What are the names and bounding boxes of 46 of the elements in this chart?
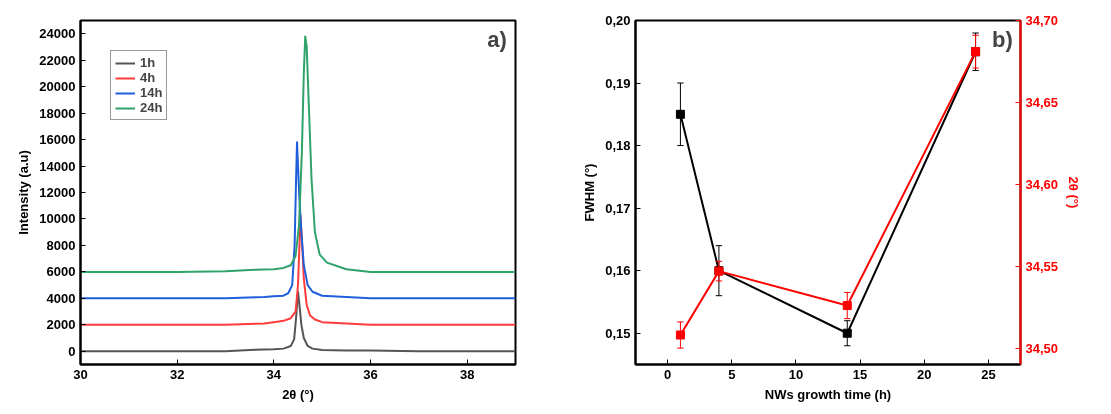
- y2-tick-label: 34,65: [1025, 94, 1059, 110]
- y-tick-label: 0,15: [605, 325, 631, 341]
- y2-tick-label: 34,60: [1025, 176, 1059, 192]
- x-tick-label: 25: [981, 366, 996, 382]
- y-axis-title: Intensity (a.u): [16, 150, 32, 235]
- y-tick-label: 10000: [39, 211, 76, 227]
- y2-tick-label: 34,50: [1025, 340, 1059, 356]
- y-tick-label: 22000: [39, 52, 76, 68]
- x-tick-label: 32: [169, 366, 185, 382]
- y-tick-label: 18000: [39, 105, 76, 121]
- y-tick-label: 0,17: [605, 200, 631, 216]
- x-tick-label: 30: [73, 366, 88, 382]
- y-tick-label: 4000: [46, 290, 76, 306]
- y2-axis-title: 2θ (°): [1066, 176, 1082, 209]
- y-tick-label: 0,19: [605, 75, 631, 91]
- legend-label: 24h: [140, 100, 163, 115]
- x-axis-title: 2θ (°): [282, 386, 314, 402]
- x-tick-label: 20: [917, 366, 932, 382]
- x-tick-label: 0: [663, 366, 672, 382]
- x-tick-label: 38: [459, 366, 475, 382]
- legend-label: 4h: [140, 70, 157, 85]
- y-tick-label: 12000: [39, 185, 76, 200]
- x-tick-label: 34: [266, 366, 282, 382]
- y-tick-label: 24000: [39, 26, 76, 42]
- y-tick-label: 0,20: [605, 13, 631, 28]
- y-tick-label: 2000: [46, 317, 76, 333]
- y-tick-label: 16000: [39, 132, 76, 148]
- x-axis-title: NWs growth time (h): [764, 386, 892, 402]
- annotation: b): [992, 27, 1013, 53]
- y-tick-label: 0: [68, 343, 76, 359]
- legend-label: 14h: [140, 85, 163, 100]
- y-tick-label: 0,16: [605, 263, 631, 279]
- y-tick-label: 14000: [39, 158, 76, 174]
- y2-tick-label: 34,70: [1025, 13, 1059, 28]
- legend-label: 1h: [140, 55, 157, 70]
- y-axis-title: FWHM (°): [582, 163, 598, 222]
- x-tick-label: 15: [852, 366, 868, 382]
- y-tick-label: 6000: [46, 264, 76, 280]
- x-tick-label: 5: [728, 366, 736, 382]
- x-tick-label: 10: [788, 366, 804, 382]
- y2-tick-label: 34,55: [1025, 258, 1059, 274]
- x-tick-label: 36: [363, 366, 378, 382]
- y-tick-label: 0,18: [605, 138, 631, 154]
- y-tick-label: 20000: [39, 79, 76, 95]
- annotation: a): [487, 27, 507, 53]
- y-tick-label: 8000: [46, 237, 76, 253]
